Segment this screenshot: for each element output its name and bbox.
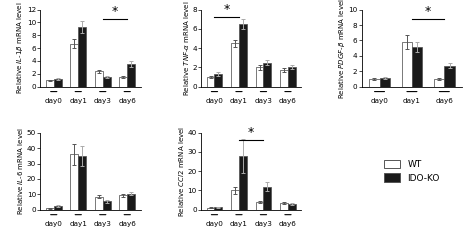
Bar xyxy=(103,201,110,210)
Legend: WT, IDO-KO: WT, IDO-KO xyxy=(380,155,444,187)
Text: *: * xyxy=(112,5,118,18)
Bar xyxy=(280,203,288,210)
Bar xyxy=(288,67,296,87)
Bar xyxy=(288,204,296,210)
Bar xyxy=(78,156,86,210)
Bar xyxy=(127,194,135,210)
Bar xyxy=(95,71,103,87)
Bar xyxy=(380,78,390,87)
Text: *: * xyxy=(224,3,230,16)
Bar xyxy=(71,154,78,210)
Y-axis label: Relative $\it{IL}$-$\it{1\beta}$ mRNA level: Relative $\it{IL}$-$\it{1\beta}$ mRNA le… xyxy=(16,2,26,94)
Bar xyxy=(207,77,214,87)
Y-axis label: Relative $\it{PDGF}$-$\it{\beta}$ mRNA level: Relative $\it{PDGF}$-$\it{\beta}$ mRNA l… xyxy=(337,0,347,99)
Y-axis label: Relative $\it{TNF}$-$\it{\alpha}$ mRNA level: Relative $\it{TNF}$-$\it{\alpha}$ mRNA l… xyxy=(182,0,191,96)
Y-axis label: Relative $\it{IL}$-$\it{6}$ mRNA level: Relative $\it{IL}$-$\it{6}$ mRNA level xyxy=(17,127,26,215)
Bar xyxy=(46,80,54,87)
Bar xyxy=(264,187,271,210)
Bar xyxy=(46,208,54,210)
Text: *: * xyxy=(425,5,431,18)
Bar xyxy=(54,206,62,210)
Bar xyxy=(255,67,264,87)
Bar xyxy=(412,47,422,87)
Bar xyxy=(255,202,264,210)
Bar xyxy=(369,79,380,87)
Bar xyxy=(119,195,127,210)
Bar xyxy=(214,74,222,87)
Bar xyxy=(239,156,247,210)
Bar xyxy=(119,77,127,87)
Bar xyxy=(127,64,135,87)
Bar xyxy=(103,77,110,87)
Bar xyxy=(280,70,288,87)
Bar xyxy=(95,197,103,210)
Bar xyxy=(71,44,78,87)
Bar xyxy=(239,24,247,87)
Bar xyxy=(214,207,222,210)
Bar xyxy=(54,79,62,87)
Text: *: * xyxy=(248,126,255,139)
Bar xyxy=(264,62,271,87)
Bar xyxy=(401,42,412,87)
Bar xyxy=(231,43,239,87)
Bar xyxy=(434,79,444,87)
Bar xyxy=(444,66,455,87)
Y-axis label: Relative $\it{CCl2}$ mRNA level: Relative $\it{CCl2}$ mRNA level xyxy=(177,126,186,217)
Bar xyxy=(78,27,86,87)
Bar xyxy=(231,190,239,210)
Bar xyxy=(207,208,214,210)
